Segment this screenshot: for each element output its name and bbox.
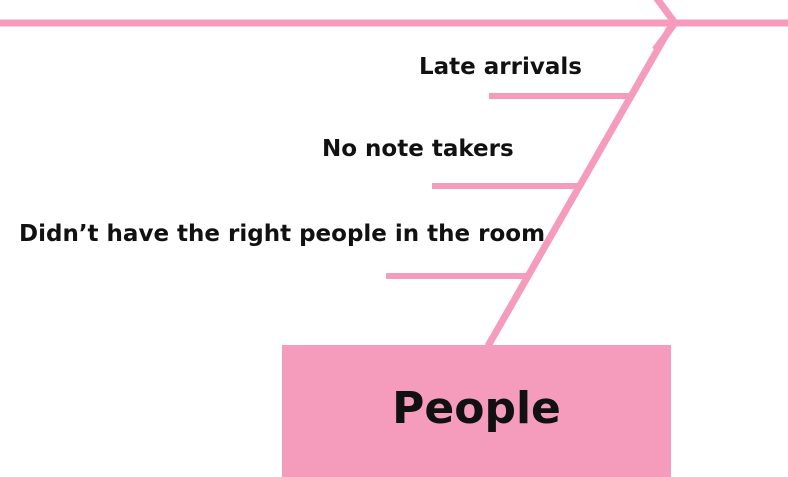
category-box: People	[282, 345, 671, 477]
category-bone	[484, 26, 674, 348]
category-label: People	[392, 383, 561, 434]
cause-label-right-people: Didn’t have the right people in the room	[19, 221, 546, 247]
cause-label-no-note-takers: No note takers	[322, 136, 514, 162]
cause-label-late-arrivals: Late arrivals	[419, 54, 582, 80]
